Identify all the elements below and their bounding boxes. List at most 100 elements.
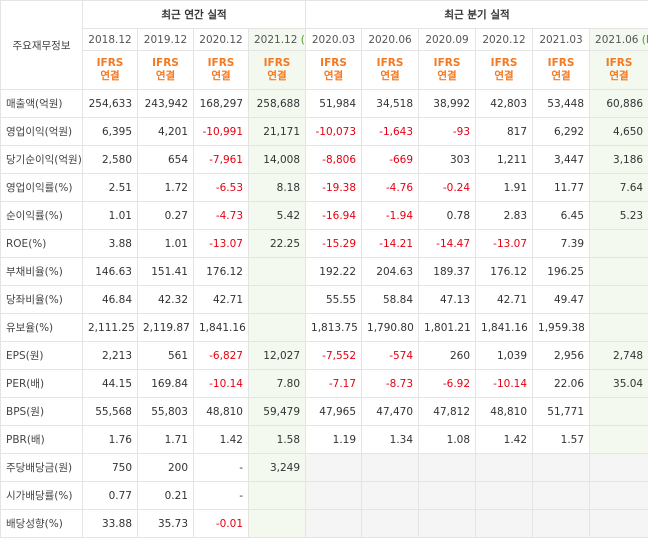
date-text: 2021.06 — [595, 34, 638, 46]
empty-cell — [362, 482, 419, 510]
value-cell: 33.88 — [83, 510, 138, 538]
empty-cell — [533, 510, 590, 538]
value-cell: -1,643 — [362, 118, 419, 146]
empty-cell — [590, 286, 648, 314]
row-label: 순이익률(%) — [1, 202, 83, 230]
value-cell: -93 — [419, 118, 476, 146]
column-date: 2021.03 — [533, 29, 590, 51]
date-text: 2018.12 — [88, 34, 131, 46]
row-label: PER(배) — [1, 370, 83, 398]
row-label: 주당배당금(원) — [1, 454, 83, 482]
value-cell: 0.21 — [138, 482, 194, 510]
value-cell: 258,688 — [249, 90, 306, 118]
basis: 연결 — [143, 70, 188, 83]
empty-cell — [476, 482, 533, 510]
value-cell: 1,841.16 — [194, 314, 249, 342]
value-cell: 42.71 — [194, 286, 249, 314]
value-cell: 42.71 — [476, 286, 533, 314]
value-cell: 2.83 — [476, 202, 533, 230]
value-cell: 47,470 — [362, 398, 419, 426]
value-cell: -10.14 — [194, 370, 249, 398]
value-cell: -10,991 — [194, 118, 249, 146]
value-cell: -7,552 — [306, 342, 362, 370]
empty-cell — [590, 426, 648, 454]
value-cell: 1,813.75 — [306, 314, 362, 342]
empty-cell — [590, 482, 648, 510]
row-label: 배당성향(%) — [1, 510, 83, 538]
value-cell: 5.42 — [249, 202, 306, 230]
value-cell: 11.77 — [533, 174, 590, 202]
value-cell: 14,008 — [249, 146, 306, 174]
value-cell: 561 — [138, 342, 194, 370]
date-text: 2020.03 — [312, 34, 355, 46]
value-cell: 3,447 — [533, 146, 590, 174]
value-cell: 146.63 — [83, 258, 138, 286]
group-header: 최근 분기 실적 — [306, 1, 648, 29]
value-cell: 654 — [138, 146, 194, 174]
value-cell: 58.84 — [362, 286, 419, 314]
value-cell: -10.14 — [476, 370, 533, 398]
value-cell: 4,650 — [590, 118, 648, 146]
value-cell: 60,886 — [590, 90, 648, 118]
value-cell: 1,801.21 — [419, 314, 476, 342]
value-cell: 46.84 — [83, 286, 138, 314]
value-cell: 47.13 — [419, 286, 476, 314]
value-cell: 12,027 — [249, 342, 306, 370]
row-label: 시가배당률(%) — [1, 482, 83, 510]
value-cell: 34,518 — [362, 90, 419, 118]
row-label: 당기순이익(억원) — [1, 146, 83, 174]
row-label: ROE(%) — [1, 230, 83, 258]
value-cell: 817 — [476, 118, 533, 146]
value-cell: 189.37 — [419, 258, 476, 286]
value-cell: 1.34 — [362, 426, 419, 454]
empty-cell — [590, 398, 648, 426]
value-cell: 196.25 — [533, 258, 590, 286]
standard: IFRS — [88, 57, 132, 70]
date-text: 2021.03 — [539, 34, 582, 46]
column-date: 2021.12 (E) — [249, 29, 306, 51]
value-cell: -0.01 — [194, 510, 249, 538]
value-cell: 204.63 — [362, 258, 419, 286]
standard: IFRS — [311, 57, 356, 70]
value-cell: 55,568 — [83, 398, 138, 426]
value-cell: 7.64 — [590, 174, 648, 202]
value-cell: 44.15 — [83, 370, 138, 398]
standard: IFRS — [595, 57, 643, 70]
empty-cell — [306, 482, 362, 510]
value-cell: 2,580 — [83, 146, 138, 174]
value-cell: 1,211 — [476, 146, 533, 174]
basis: 연결 — [538, 70, 584, 83]
value-cell: 176.12 — [476, 258, 533, 286]
value-cell: 42,803 — [476, 90, 533, 118]
value-cell: 38,992 — [419, 90, 476, 118]
value-cell: 22.25 — [249, 230, 306, 258]
value-cell: -669 — [362, 146, 419, 174]
empty-cell — [419, 454, 476, 482]
standard: IFRS — [199, 57, 243, 70]
value-cell: -1.94 — [362, 202, 419, 230]
standard: IFRS — [481, 57, 527, 70]
value-cell: -574 — [362, 342, 419, 370]
value-cell: 7.39 — [533, 230, 590, 258]
value-cell: -16.94 — [306, 202, 362, 230]
value-cell: -14.21 — [362, 230, 419, 258]
value-cell: 1.01 — [138, 230, 194, 258]
value-cell: 1.42 — [194, 426, 249, 454]
basis: 연결 — [595, 70, 643, 83]
value-cell: -0.24 — [419, 174, 476, 202]
value-cell: 2,956 — [533, 342, 590, 370]
empty-cell — [249, 482, 306, 510]
value-cell: -8,806 — [306, 146, 362, 174]
date-text: 2019.12 — [144, 34, 187, 46]
